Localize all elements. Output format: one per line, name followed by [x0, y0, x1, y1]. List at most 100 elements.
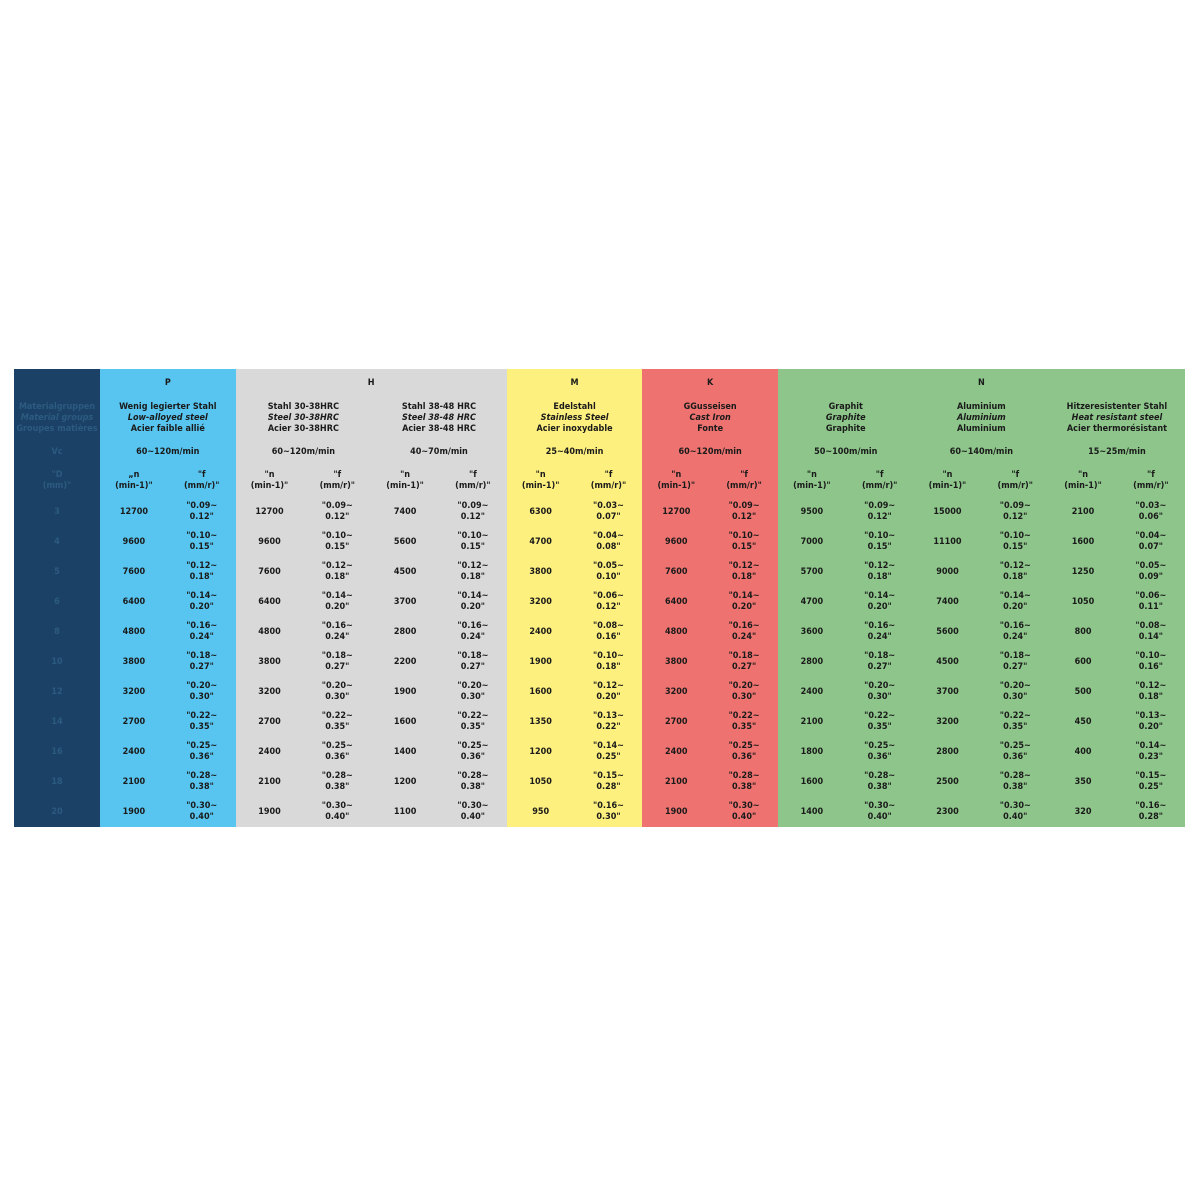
rpm-value: 3800	[506, 557, 575, 587]
feed-value: "0.30~ 0.40"	[710, 797, 778, 827]
feed-value: "0.22~ 0.35"	[710, 707, 778, 737]
rpm-value: 6400	[235, 587, 304, 617]
feed-value: "0.18~ 0.27"	[303, 647, 372, 677]
rpm-header: „n (min-1)"	[100, 465, 168, 497]
feed-header: "f (mm/r)"	[1116, 465, 1185, 497]
feed-value: "0.28~ 0.38"	[438, 767, 507, 797]
rpm-value: 1600	[777, 767, 846, 797]
feed-value: "0.16~ 0.24"	[167, 617, 236, 647]
material-name: Wenig legierter Stahl Low-alloyed steel Ac…	[100, 397, 236, 440]
rpm-value: 12700	[100, 497, 168, 527]
feed-value: "0.09~ 0.12"	[710, 497, 778, 527]
rpm-value: 2400	[235, 737, 304, 767]
rpm-value: 1800	[777, 737, 846, 767]
feed-value: "0.25~ 0.36"	[710, 737, 778, 767]
cutting-speed: 25~40m/min	[506, 440, 643, 465]
rpm-value: 2800	[777, 647, 846, 677]
feed-value: "0.10~ 0.15"	[438, 527, 507, 557]
rpm-value: 3600	[777, 617, 846, 647]
feed-value: "0.14~ 0.23"	[1116, 737, 1185, 767]
vc-label: Vc	[14, 440, 100, 465]
rpm-value: 12700	[235, 497, 304, 527]
feed-value: "0.18~ 0.27"	[981, 647, 1050, 677]
feed-value: "0.28~ 0.38"	[303, 767, 372, 797]
rpm-value: 500	[1049, 677, 1117, 707]
rpm-value: 4800	[642, 617, 711, 647]
rpm-value: 6400	[100, 587, 168, 617]
feed-value: "0.28~ 0.38"	[710, 767, 778, 797]
feed-value: "0.09~ 0.12"	[845, 497, 914, 527]
feed-header: "f (mm/r)"	[981, 465, 1050, 497]
feed-value: "0.09~ 0.12"	[303, 497, 372, 527]
feed-value: "0.30~ 0.40"	[845, 797, 914, 827]
cutting-speed: 50~100m/min	[777, 440, 914, 465]
feed-value: "0.14~ 0.20"	[303, 587, 372, 617]
rpm-value: 4700	[506, 527, 575, 557]
rpm-value: 15000	[913, 497, 982, 527]
feed-value: "0.03~ 0.07"	[574, 497, 643, 527]
rpm-value: 6300	[506, 497, 575, 527]
feed-value: "0.20~ 0.30"	[981, 677, 1050, 707]
rpm-value: 2100	[777, 707, 846, 737]
rpm-value: 9600	[100, 527, 168, 557]
rpm-value: 7600	[235, 557, 304, 587]
rpm-value: 450	[1049, 707, 1117, 737]
rpm-value: 7600	[642, 557, 711, 587]
feed-value: "0.09~ 0.12"	[981, 497, 1050, 527]
rpm-value: 2800	[913, 737, 982, 767]
material-name-en: Cast Iron	[689, 413, 731, 423]
feed-value: "0.30~ 0.40"	[303, 797, 372, 827]
feed-value: "0.14~ 0.20"	[981, 587, 1050, 617]
feed-value: "0.16~ 0.24"	[710, 617, 778, 647]
feed-value: "0.20~ 0.30"	[710, 677, 778, 707]
rpm-value: 9000	[913, 557, 982, 587]
rpm-value: 9500	[777, 497, 846, 527]
material-name-en: Aluminium	[956, 413, 1006, 423]
rpm-value: 2400	[506, 617, 575, 647]
feed-value: "0.05~ 0.09"	[1116, 557, 1185, 587]
rpm-value: 1600	[371, 707, 439, 737]
feed-value: "0.28~ 0.38"	[981, 767, 1050, 797]
material-name-fr: Fonte	[697, 424, 724, 434]
feed-value: "0.20~ 0.30"	[845, 677, 914, 707]
diameter-value: 12	[14, 677, 100, 707]
rpm-value: 2500	[913, 767, 982, 797]
rpm-value: 1900	[100, 797, 168, 827]
material-name-de: GGusseisen	[683, 402, 737, 412]
rpm-value: 400	[1049, 737, 1117, 767]
material-name-de: Wenig legierter Stahl	[119, 402, 217, 412]
feed-value: "0.09~ 0.12"	[438, 497, 507, 527]
rpm-value: 2700	[235, 707, 304, 737]
feed-value: "0.30~ 0.40"	[981, 797, 1050, 827]
feed-value: "0.22~ 0.35"	[303, 707, 372, 737]
feed-value: "0.16~ 0.24"	[438, 617, 507, 647]
rpm-value: 5700	[777, 557, 846, 587]
rpm-value: 2300	[913, 797, 982, 827]
group-letter-k: K	[642, 369, 778, 397]
feed-value: "0.04~ 0.07"	[1116, 527, 1185, 557]
rpm-value: 1600	[506, 677, 575, 707]
feed-value: "0.10~ 0.18"	[574, 647, 643, 677]
feed-value: "0.12~ 0.18"	[710, 557, 778, 587]
material-name-fr: Acier 38-48 HRC	[402, 424, 476, 434]
material-name-de: Stahl 38-48 HRC	[401, 402, 477, 412]
material-name: Stahl 30-38HRC Steel 30-38HRC Acier 30-38H…	[235, 397, 372, 440]
feed-value: "0.15~ 0.25"	[1116, 767, 1185, 797]
rpm-value: 1250	[1049, 557, 1117, 587]
rpm-value: 3200	[506, 587, 575, 617]
cutting-data-table: Materialgruppen Material groups Groupes ma…	[14, 369, 1185, 827]
material-name-de: Hitzeresistenter Stahl	[1066, 402, 1168, 412]
feed-value: "0.06~ 0.12"	[574, 587, 643, 617]
material-name-en: Steel 38-48 HRC	[402, 413, 476, 423]
feed-value: "0.25~ 0.36"	[303, 737, 372, 767]
material-name-fr: Acier thermorésistant	[1066, 424, 1168, 434]
feed-value: "0.04~ 0.08"	[574, 527, 643, 557]
rpm-value: 4700	[777, 587, 846, 617]
feed-value: "0.20~ 0.30"	[303, 677, 372, 707]
rpm-value: 350	[1049, 767, 1117, 797]
diameter-value: 5	[14, 557, 100, 587]
rpm-value: 4800	[235, 617, 304, 647]
cutting-speed: 15~25m/min	[1049, 440, 1185, 465]
feed-value: "0.28~ 0.38"	[845, 767, 914, 797]
rpm-value: 1900	[235, 797, 304, 827]
